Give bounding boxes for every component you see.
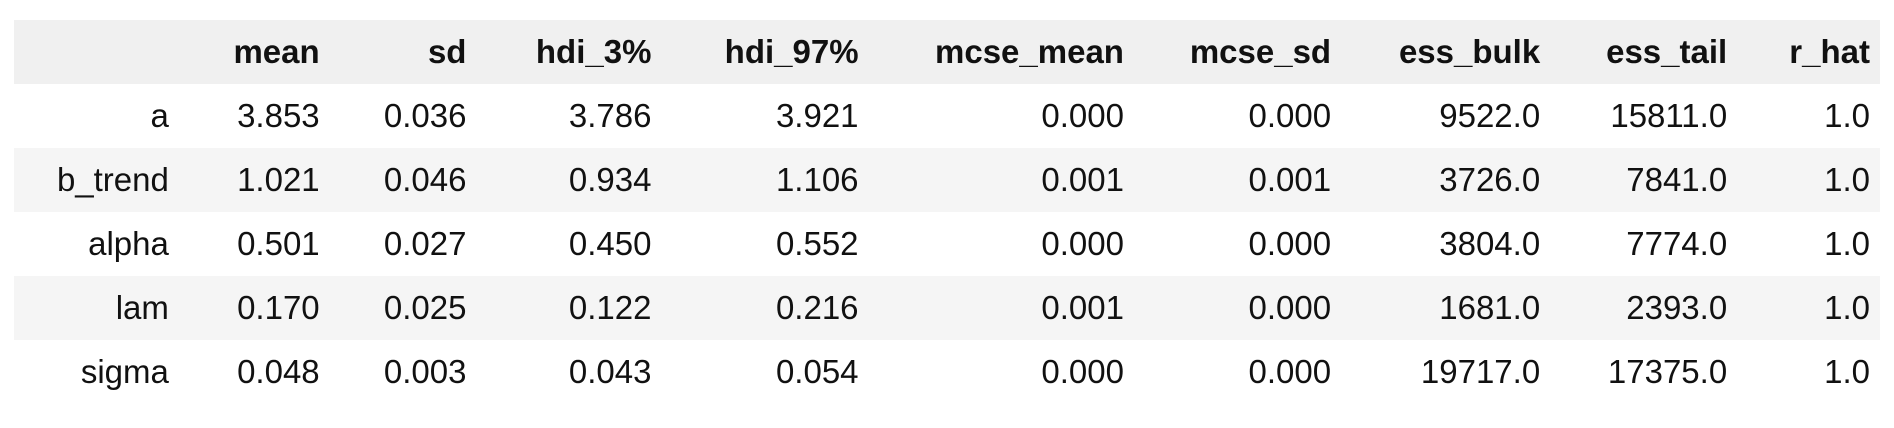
table-cell: 0.501	[237, 225, 320, 262]
column-header-index	[14, 20, 179, 84]
column-header-r-hat: r_hat	[1789, 33, 1870, 70]
table-cell: 0.054	[775, 353, 859, 390]
table-row: sigma 0.048 0.003 0.043 0.054 0.000 0.00…	[14, 340, 1880, 404]
table-cell: 1.0	[1824, 289, 1870, 326]
table-cell: 19717.0	[1420, 353, 1541, 390]
table-cell: 0.046	[383, 161, 467, 198]
table-cell: 0.000	[1041, 97, 1124, 134]
header-row: mean sd hdi_3% hdi_97% mcse_mean mcse_sd…	[14, 20, 1880, 84]
column-header-hdi-3: hdi_3%	[535, 33, 652, 70]
table-cell: 2393.0	[1626, 289, 1728, 326]
table-cell: 0.001	[1041, 161, 1124, 198]
table-cell: 0.003	[383, 353, 467, 390]
table-row: b_trend 1.021 0.046 0.934 1.106 0.001 0.…	[14, 148, 1880, 212]
table-cell: 3.921	[775, 97, 859, 134]
table-cell: 15811.0	[1610, 97, 1728, 134]
row-label: alpha	[88, 225, 169, 262]
row-label: b_trend	[56, 161, 169, 198]
table-cell: 0.000	[1248, 97, 1332, 134]
table-cell: 1.106	[775, 161, 859, 198]
column-header-ess-bulk: ess_bulk	[1398, 33, 1541, 70]
table-cell: 1.0	[1824, 97, 1870, 134]
table-cell: 0.043	[568, 353, 652, 390]
row-label: a	[150, 97, 169, 134]
table-cell: 0.450	[568, 225, 652, 262]
table-cell: 17375.0	[1607, 353, 1728, 390]
column-header-sd: sd	[427, 33, 467, 70]
table-cell: 0.122	[568, 289, 652, 326]
table-cell: 1.0	[1824, 353, 1870, 390]
table-cell: 9522.0	[1439, 97, 1541, 134]
summary-table: mean sd hdi_3% hdi_97% mcse_mean mcse_sd…	[14, 20, 1880, 404]
column-header-mean: mean	[233, 33, 320, 70]
table-header: mean sd hdi_3% hdi_97% mcse_mean mcse_sd…	[14, 20, 1880, 84]
column-header-mcse-mean: mcse_mean	[935, 33, 1124, 70]
table-cell: 0.170	[237, 289, 320, 326]
table-cell: 0.036	[383, 97, 467, 134]
table-cell: 3.786	[568, 97, 652, 134]
table-cell: 0.001	[1041, 289, 1124, 326]
table-cell: 0.025	[383, 289, 467, 326]
table-cell: 0.000	[1248, 289, 1332, 326]
summary-table-container: mean sd hdi_3% hdi_97% mcse_mean mcse_sd…	[14, 20, 1880, 404]
table-cell: 7841.0	[1626, 161, 1728, 198]
table-cell: 0.000	[1041, 353, 1124, 390]
table-cell: 1.0	[1824, 161, 1870, 198]
table-cell: 1681.0	[1439, 289, 1541, 326]
row-label: sigma	[80, 353, 169, 390]
table-cell: 0.000	[1248, 353, 1332, 390]
table-cell: 0.934	[568, 161, 652, 198]
table-cell: 0.027	[383, 225, 467, 262]
table-cell: 0.000	[1041, 225, 1124, 262]
table-row: a 3.853 0.036 3.786 3.921 0.000 0.000 95…	[14, 84, 1880, 148]
column-header-mcse-sd: mcse_sd	[1189, 33, 1332, 70]
table-cell: 3.853	[237, 97, 320, 134]
table-row: alpha 0.501 0.027 0.450 0.552 0.000 0.00…	[14, 212, 1880, 276]
table-cell: 0.216	[775, 289, 859, 326]
column-header-hdi-97: hdi_97%	[724, 33, 859, 70]
row-label: lam	[115, 289, 169, 326]
column-header-ess-tail: ess_tail	[1606, 33, 1728, 70]
table-cell: 0.000	[1248, 225, 1332, 262]
table-cell: 1.0	[1824, 225, 1870, 262]
table-cell: 0.552	[775, 225, 859, 262]
table-body: a 3.853 0.036 3.786 3.921 0.000 0.000 95…	[14, 84, 1880, 404]
table-cell: 0.048	[237, 353, 320, 390]
table-cell: 3726.0	[1439, 161, 1541, 198]
table-cell: 0.001	[1248, 161, 1332, 198]
table-row: lam 0.170 0.025 0.122 0.216 0.001 0.000 …	[14, 276, 1880, 340]
table-cell: 1.021	[237, 161, 320, 198]
table-cell: 3804.0	[1439, 225, 1541, 262]
table-cell: 7774.0	[1626, 225, 1728, 262]
